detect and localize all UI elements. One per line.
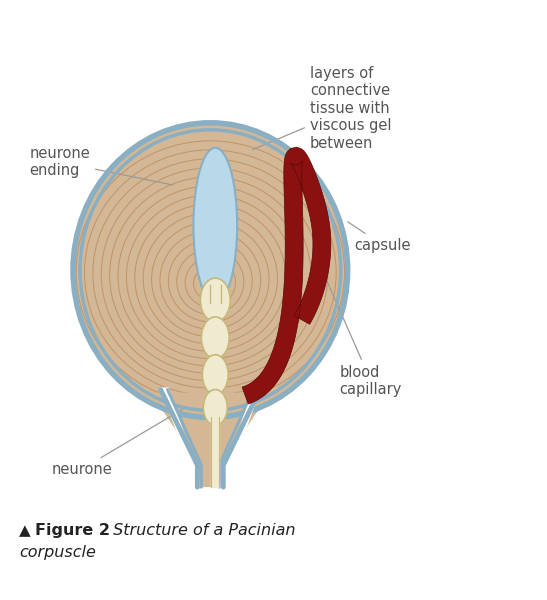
Text: blood
capillary: blood capillary	[319, 263, 402, 397]
Text: neurone: neurone	[51, 409, 183, 477]
Ellipse shape	[118, 186, 302, 366]
Ellipse shape	[126, 195, 294, 359]
Ellipse shape	[177, 249, 244, 314]
Ellipse shape	[194, 148, 237, 303]
Ellipse shape	[76, 141, 345, 403]
Ellipse shape	[143, 213, 277, 344]
Ellipse shape	[185, 258, 236, 307]
Ellipse shape	[73, 123, 348, 418]
Ellipse shape	[160, 231, 261, 329]
Ellipse shape	[84, 150, 336, 395]
Text: neurone
ending: neurone ending	[29, 146, 173, 185]
Ellipse shape	[93, 159, 328, 388]
Ellipse shape	[101, 168, 319, 380]
Ellipse shape	[109, 177, 311, 373]
Ellipse shape	[152, 222, 269, 337]
Text: Structure of a Pacinian: Structure of a Pacinian	[108, 523, 295, 538]
Ellipse shape	[200, 278, 230, 322]
Ellipse shape	[201, 317, 229, 359]
Text: ▲: ▲	[19, 523, 31, 538]
Text: capsule: capsule	[348, 222, 411, 253]
Text: corpuscle: corpuscle	[19, 545, 96, 560]
Ellipse shape	[135, 204, 286, 351]
Polygon shape	[242, 147, 331, 404]
Ellipse shape	[168, 240, 252, 322]
Ellipse shape	[202, 355, 228, 395]
Text: Figure 2: Figure 2	[35, 523, 110, 538]
Text: layers of
connective
tissue with
viscous gel
between: layers of connective tissue with viscous…	[253, 66, 391, 151]
Ellipse shape	[194, 267, 227, 300]
Ellipse shape	[203, 389, 227, 425]
Ellipse shape	[202, 276, 219, 292]
Polygon shape	[150, 392, 270, 487]
